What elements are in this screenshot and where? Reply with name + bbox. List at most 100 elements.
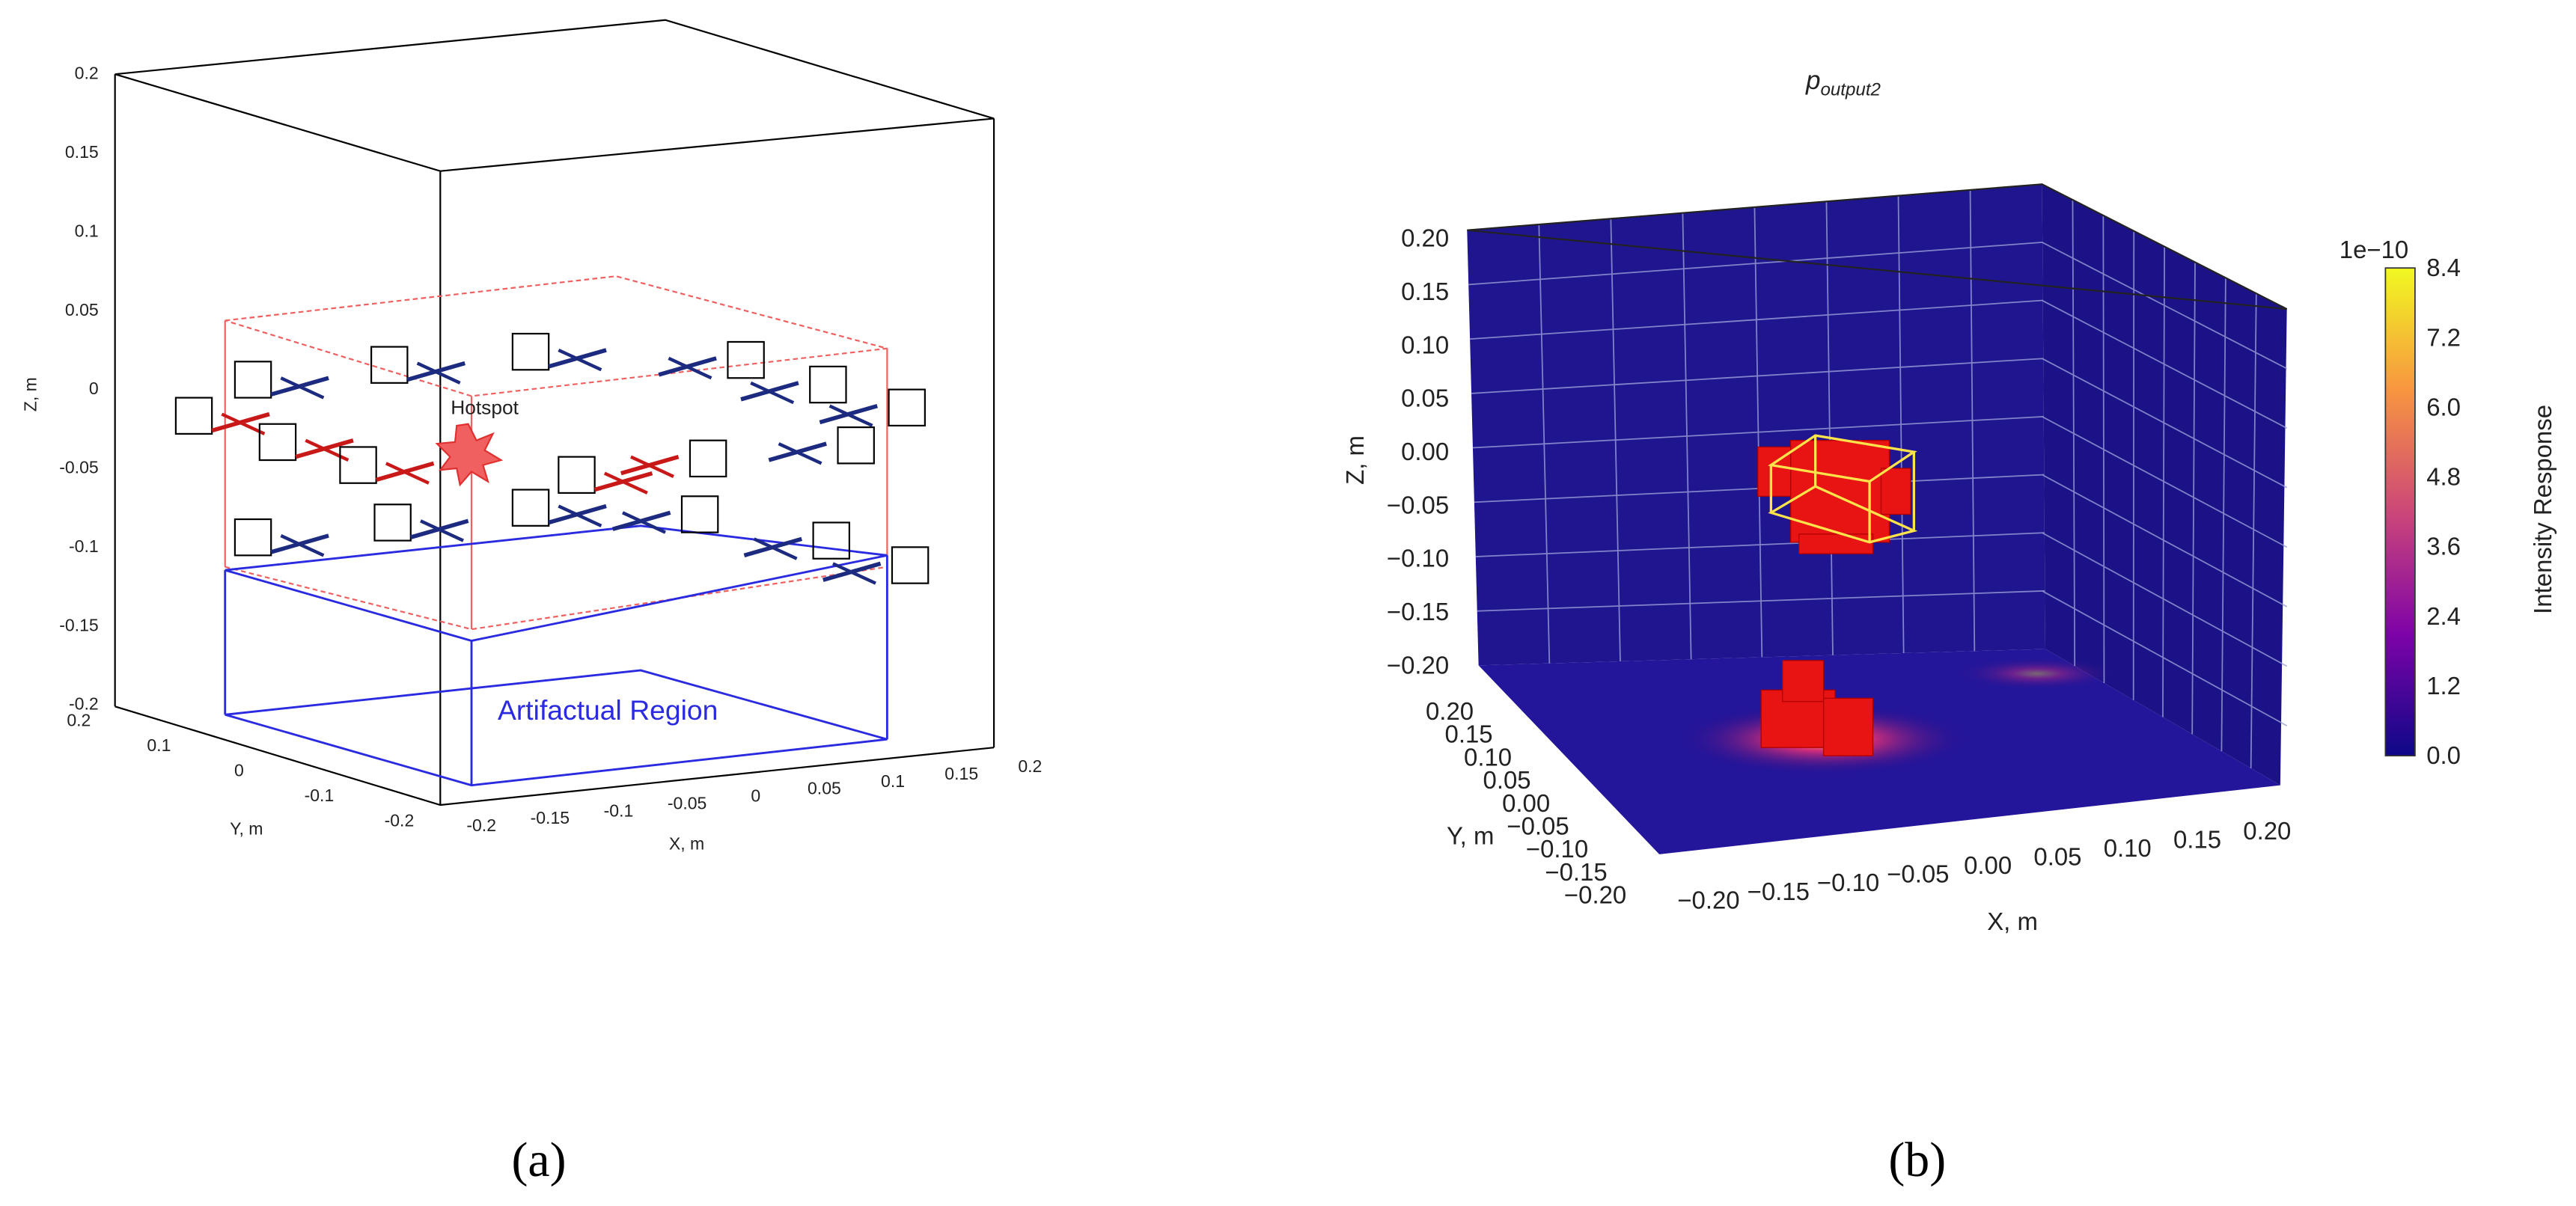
grid-line xyxy=(2191,262,2196,735)
grid-line xyxy=(1477,590,2045,612)
tick-label: 7.2 xyxy=(2426,323,2461,351)
grid-line xyxy=(2042,532,2288,667)
tick-label: −0.10 xyxy=(1387,545,1449,572)
tick-label: −0.20 xyxy=(1387,651,1449,679)
tick-label: -0.2 xyxy=(385,811,415,830)
annotation: Artifactual Region xyxy=(498,694,718,726)
sensor-arrow xyxy=(420,519,464,542)
sensor xyxy=(258,423,297,462)
tick-label: 0 xyxy=(751,786,760,806)
tick-label: 2.4 xyxy=(2426,602,2461,630)
sensor xyxy=(689,439,727,478)
tick-label: −0.20 xyxy=(1677,886,1739,913)
sensor-arrow xyxy=(416,361,461,385)
tick-label: -0.15 xyxy=(531,808,570,827)
sensor xyxy=(339,446,377,484)
sensor xyxy=(373,503,412,542)
sensor xyxy=(234,518,272,557)
panel-a xyxy=(114,19,995,806)
grid-line xyxy=(2042,590,2288,726)
annotation: Hotspot xyxy=(451,397,519,419)
tick-label: 0.05 xyxy=(1401,385,1449,412)
sensor xyxy=(809,365,847,404)
tick-label: 1.2 xyxy=(2426,672,2461,700)
tick-label: −0.05 xyxy=(1507,812,1569,840)
tick-label: 6.0 xyxy=(2426,393,2461,420)
tick-label: 0.05 xyxy=(2033,843,2081,871)
tick-label: 0.10 xyxy=(1464,743,1512,771)
tick-label: 0.2 xyxy=(75,64,99,83)
sensor-arrow xyxy=(558,348,602,372)
panel-label: (a) xyxy=(511,1133,566,1187)
tick-label: 0.15 xyxy=(1401,278,1449,305)
sensor-arrow xyxy=(828,404,873,427)
sensor xyxy=(558,456,596,495)
tick-label: 0.1 xyxy=(75,221,99,240)
tick-label: −0.20 xyxy=(1564,881,1626,909)
sensors xyxy=(174,332,930,585)
tick-label: 0.10 xyxy=(1401,331,1449,358)
tick-label: −0.15 xyxy=(1545,858,1607,886)
tick-label: 0.15 xyxy=(2173,826,2221,854)
tick-label: 0.05 xyxy=(808,779,841,798)
tick-label: 0.20 xyxy=(1401,224,1449,252)
sensor xyxy=(511,332,550,371)
tick-label: −0.15 xyxy=(1748,878,1810,905)
axis-label: Z, m xyxy=(20,377,40,411)
sensor-arrow xyxy=(603,471,648,495)
title-subscript: output2 xyxy=(1820,80,1881,100)
tick-label: 0.20 xyxy=(1426,697,1474,725)
axis-label: X, m xyxy=(669,833,704,853)
sensor-arrow xyxy=(668,356,712,380)
tick-label: 0.00 xyxy=(1401,438,1449,465)
tick-label: 0.00 xyxy=(1964,851,2012,879)
sensor xyxy=(234,361,272,399)
tick-label: 0.15 xyxy=(65,142,99,162)
grid-line xyxy=(1475,532,2045,557)
sensor-arrow xyxy=(778,442,822,465)
sensor-arrow xyxy=(221,412,266,435)
tick-label: -0.1 xyxy=(305,786,335,805)
sensor-arrow xyxy=(558,504,602,527)
grid-line xyxy=(2042,416,2288,548)
tick-label: 0.05 xyxy=(65,300,99,319)
tick-label: −0.10 xyxy=(1526,835,1588,863)
panel-label: (b) xyxy=(1888,1133,1946,1187)
grid-line xyxy=(1825,201,1834,655)
axis-label: Y, m xyxy=(1447,822,1494,850)
tick-label: 0 xyxy=(89,379,99,398)
tick-label: 0.2 xyxy=(1018,756,1042,776)
tick-label: 0.1 xyxy=(881,771,905,791)
title-base: p xyxy=(1805,66,1821,95)
tick-label: 0.00 xyxy=(1502,789,1550,817)
grid-line xyxy=(2221,278,2226,752)
axis-label: X, m xyxy=(1987,907,2038,935)
sensor xyxy=(837,426,875,465)
sensor xyxy=(888,388,926,427)
grid-line xyxy=(2042,474,2288,607)
sensor-arrow xyxy=(280,376,325,400)
tick-label: 0.15 xyxy=(944,764,978,783)
sensor-arrow xyxy=(750,381,795,405)
sensor-arrow xyxy=(832,562,876,585)
tick-label: 0.05 xyxy=(1483,766,1531,794)
sensor xyxy=(727,340,765,379)
tick-label: 0 xyxy=(234,761,244,780)
tick-label: 4.8 xyxy=(2426,463,2461,491)
tick-label: -0.2 xyxy=(466,815,496,835)
tick-label: 0.2 xyxy=(67,711,91,730)
tick-label: 0.1 xyxy=(147,735,171,755)
tick-label: 0.20 xyxy=(2243,817,2291,845)
sensor xyxy=(511,489,550,527)
colorbar-label: Intensity Response xyxy=(2529,405,2557,614)
tick-label: -0.1 xyxy=(604,801,634,820)
tick-label: −0.05 xyxy=(1887,860,1949,888)
sensor xyxy=(891,546,930,584)
tick-label: -0.15 xyxy=(59,615,99,634)
sensor-arrow xyxy=(622,511,666,534)
tick-label: −0.05 xyxy=(1387,491,1449,518)
tick-label: 8.4 xyxy=(2426,254,2461,281)
tick-label: 0.15 xyxy=(1445,720,1493,748)
panel-b xyxy=(1467,183,2416,854)
